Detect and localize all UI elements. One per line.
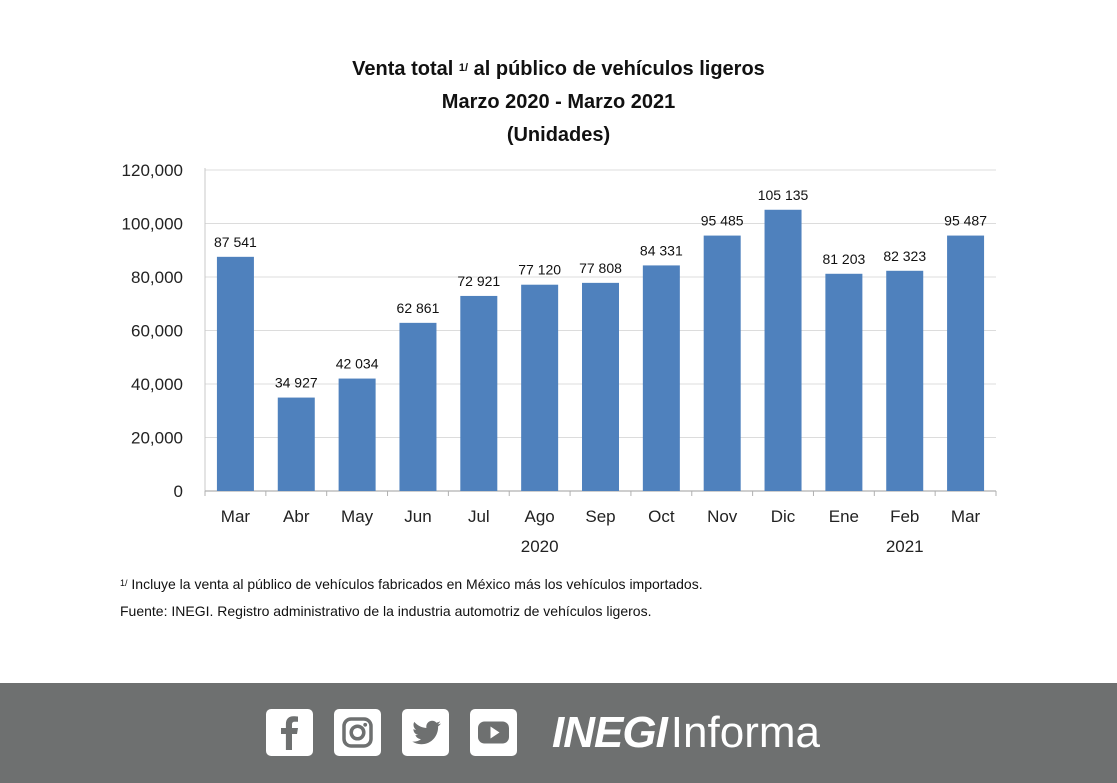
y-tick-label: 60,000 [131, 322, 183, 341]
data-label: 84 331 [640, 242, 683, 258]
bar [825, 273, 863, 491]
x-tick-label: May [341, 507, 374, 526]
bar [886, 270, 924, 491]
y-tick-label: 80,000 [131, 268, 183, 287]
footnote-mark: 1/ [120, 578, 128, 588]
x-tick-label: Sep [585, 507, 615, 526]
y-tick-label: 0 [174, 482, 183, 501]
data-label: 62 861 [397, 300, 440, 316]
footnote: 1/ Incluye la venta al público de vehícu… [120, 576, 703, 592]
source-note: Fuente: INEGI. Registro administrativo d… [120, 603, 652, 619]
data-label: 77 808 [579, 260, 622, 276]
x-tick-label: Feb [890, 507, 919, 526]
bar [460, 295, 498, 491]
title-text-pre: Venta total [352, 58, 459, 80]
bar [521, 284, 559, 491]
y-tick-label: 20,000 [131, 429, 183, 448]
data-label: 105 135 [758, 187, 809, 203]
x-tick-label: Jul [468, 507, 490, 526]
x-tick-label: Mar [951, 507, 981, 526]
bar-chart: 0 20,000 40,000 60,000 80,000 100,000 120,000 8… [122, 161, 997, 556]
y-tick-label: 100,000 [122, 215, 183, 234]
year-label: 2020 [521, 537, 559, 556]
footer-bar [0, 683, 1117, 783]
x-tick-label: Ago [525, 507, 555, 526]
x-tick-label: Jun [404, 507, 431, 526]
twitter-icon[interactable] [402, 709, 449, 756]
x-tick-label: Nov [707, 507, 738, 526]
inegi-informa-logo: INEGIInforma [552, 706, 820, 760]
title-text-post: al público de vehículos ligeros [468, 58, 765, 80]
data-label: 34 927 [275, 375, 318, 391]
chart-title-line2: Marzo 2020 - Marzo 2021 [441, 91, 676, 113]
bar [703, 235, 741, 491]
data-label: 77 120 [518, 262, 561, 278]
y-tick-label: 120,000 [122, 161, 183, 180]
data-label: 87 541 [214, 234, 257, 250]
y-tick-label: 40,000 [131, 375, 183, 394]
gridlines [204, 168, 997, 496]
bar [642, 265, 680, 491]
bars [216, 209, 985, 492]
x-tick-label: Dic [771, 507, 796, 526]
data-label: 72 921 [457, 273, 500, 289]
data-label: 95 485 [701, 213, 744, 229]
bar [947, 235, 985, 491]
brand-informa: Informa [670, 708, 820, 757]
instagram-icon[interactable] [334, 709, 381, 756]
labels: 0 20,000 40,000 60,000 80,000 100,000 120,000 8… [122, 161, 988, 556]
bar [277, 397, 315, 491]
data-label: 82 323 [883, 248, 926, 264]
bar [582, 282, 619, 491]
data-label: 81 203 [822, 251, 865, 267]
youtube-icon[interactable] [470, 709, 517, 756]
year-label: 2021 [886, 537, 924, 556]
footnote-text: Incluye la venta al público de vehículos… [127, 576, 703, 592]
x-tick-label: Abr [283, 507, 310, 526]
x-tick-label: Ene [829, 507, 859, 526]
facebook-icon[interactable] [266, 709, 313, 756]
data-label: 42 034 [336, 356, 379, 372]
bar [216, 256, 254, 491]
title-footnote-mark: 1/ [458, 62, 469, 74]
bar [338, 378, 376, 491]
x-tick-label: Oct [648, 507, 675, 526]
bar [399, 322, 437, 491]
bar [764, 209, 802, 492]
chart-title-line3: (Unidades) [506, 124, 611, 146]
chart-title-line1: Venta total 1/ al público de vehículos l… [0, 53, 1117, 88]
x-tick-label: Mar [221, 507, 251, 526]
brand-inegi: INEGI [552, 708, 668, 757]
data-label: 95 487 [944, 213, 987, 229]
